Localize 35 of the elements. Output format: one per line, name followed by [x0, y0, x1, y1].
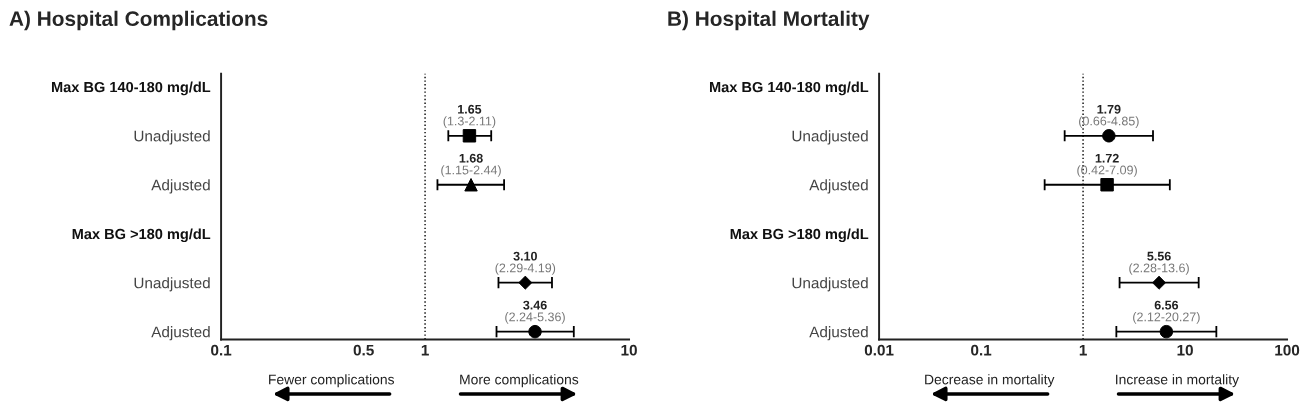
- y-tick-label: Unadjusted: [134, 277, 210, 292]
- y-tick-label: Adjusted: [151, 179, 210, 194]
- data-label: 1.79 (0.66-4.85): [1079, 104, 1139, 128]
- text: More complications: [460, 374, 579, 388]
- data-label: 5.56 (2.28-13.6): [1129, 251, 1189, 275]
- x-tick-label: 0.1: [211, 344, 232, 356]
- data-label: 1.65 (1.3-2.11): [443, 104, 496, 128]
- y-tick-label: Unadjusted: [792, 130, 868, 145]
- x-tick-label: 100: [1275, 344, 1300, 356]
- x-tick-label: 1: [421, 344, 429, 356]
- y-tick-label: Unadjusted: [792, 277, 868, 292]
- data-label: 3.46 (2.24-5.36): [505, 300, 565, 324]
- y-tick-label: Max BG >180 mg/dL: [72, 228, 211, 243]
- x-tick-label: 0.01: [864, 344, 894, 356]
- text: Fewer complications: [269, 374, 395, 388]
- y-tick-label: Adjusted: [809, 326, 868, 341]
- data-label: 1.68 (1.15-2.44): [441, 153, 501, 177]
- text: Increase in mortality: [1116, 374, 1240, 388]
- data-label: 1.72 (0.42-7.09): [1077, 153, 1137, 177]
- y-tick-label: Max BG >180 mg/dL: [730, 228, 869, 243]
- y-tick-label: Unadjusted: [134, 130, 210, 145]
- x-tick-label: 0.5: [353, 344, 374, 356]
- x-tick-label: 10: [1177, 344, 1193, 356]
- x-tick-label: 10: [621, 344, 637, 356]
- chart-title: A) Hospital Complications: [9, 10, 268, 31]
- y-tick-label: Adjusted: [151, 326, 210, 341]
- y-tick-label: Adjusted: [809, 179, 868, 194]
- y-tick-label: Max BG 140-180 mg/dL: [710, 81, 869, 96]
- data-label: 6.56 (2.12-20.27): [1133, 300, 1200, 324]
- text: Decrease in mortality: [925, 374, 1055, 388]
- x-tick-label: 1: [1079, 344, 1087, 356]
- data-label: 3.10 (2.29-4.19): [495, 251, 556, 275]
- chart-title: B) Hospital Mortality: [668, 10, 870, 31]
- y-tick-label: Max BG 140-180 mg/dL: [52, 81, 211, 96]
- x-tick-label: 0.1: [971, 344, 992, 356]
